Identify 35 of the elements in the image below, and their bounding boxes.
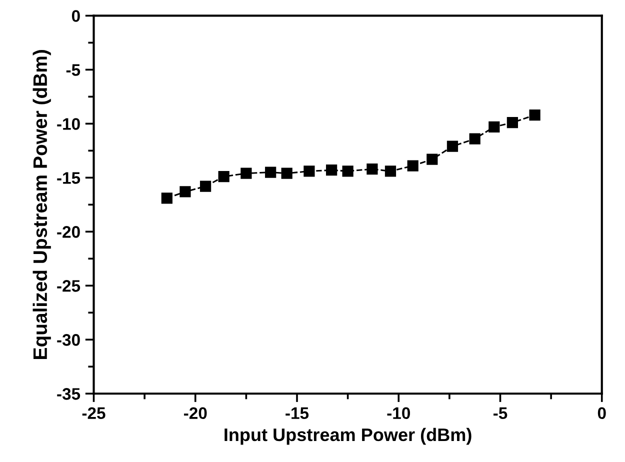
point bbox=[366, 163, 378, 175]
point bbox=[529, 109, 540, 121]
y-tick-label: 0 bbox=[72, 10, 80, 22]
point bbox=[407, 160, 418, 172]
point bbox=[488, 121, 500, 132]
point bbox=[384, 166, 396, 177]
y-tick-label: -30 bbox=[57, 334, 80, 346]
x-tick-label: -5 bbox=[493, 407, 508, 420]
point bbox=[218, 171, 230, 182]
x-tick-label: -20 bbox=[184, 407, 207, 420]
y-tick-label: -15 bbox=[57, 172, 80, 184]
point bbox=[326, 164, 338, 176]
y-axis-title: Equalized Upstream Power (dBm) bbox=[32, 50, 51, 359]
y-tick-label: -5 bbox=[66, 64, 80, 76]
point bbox=[265, 166, 276, 178]
point bbox=[180, 186, 191, 198]
point bbox=[240, 168, 252, 179]
x-tick-label: -15 bbox=[286, 407, 309, 420]
y-tick-label: -35 bbox=[57, 388, 80, 400]
y-tick-label: -20 bbox=[57, 226, 80, 238]
point bbox=[446, 140, 458, 152]
x-tick-label: 0 bbox=[598, 407, 606, 420]
point bbox=[342, 166, 354, 177]
x-axis-title: Input Upstream Power (dBm) bbox=[224, 428, 472, 445]
x-tick-label: -25 bbox=[82, 407, 106, 420]
point bbox=[304, 166, 315, 177]
x-tick-label: -10 bbox=[387, 407, 410, 420]
y-tick-label: -25 bbox=[57, 280, 80, 292]
point bbox=[161, 192, 172, 204]
point bbox=[200, 180, 212, 192]
point bbox=[469, 133, 480, 144]
point bbox=[506, 117, 518, 128]
point bbox=[281, 168, 292, 179]
y-tick-label: -10 bbox=[57, 118, 80, 130]
point bbox=[426, 154, 438, 165]
